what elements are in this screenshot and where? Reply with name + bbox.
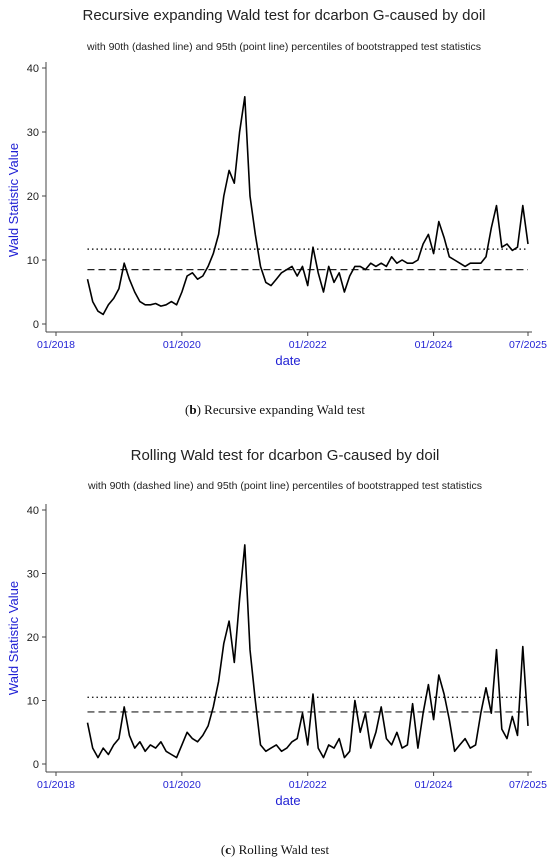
chart-recursive-wald: Recursive expanding Wald test for dcarbo…: [6, 7, 547, 368]
y-tick-label: 10: [27, 255, 39, 267]
caption-letter: b: [189, 402, 197, 417]
caption-letter: c: [225, 842, 232, 857]
y-tick-label: 0: [33, 759, 39, 771]
y-tick-label: 20: [27, 632, 39, 644]
y-tick-label: 40: [27, 505, 39, 517]
series-line-wald-statistic: [86, 544, 529, 759]
y-tick-label: 30: [27, 127, 39, 139]
x-tick-label: 01/2018: [37, 339, 75, 351]
x-tick-label: 07/2025: [509, 779, 547, 791]
y-tick-label: 30: [27, 569, 39, 581]
y-tick-label: 0: [33, 319, 39, 331]
x-axis-label: date: [275, 353, 300, 368]
caption-text: Recursive expanding Wald test: [204, 402, 365, 417]
x-tick-label: 01/2020: [163, 779, 201, 791]
y-tick-label: 40: [27, 63, 39, 75]
x-tick-label: 01/2018: [37, 779, 75, 791]
x-tick-label: 01/2024: [415, 779, 453, 791]
chart-subtitle: with 90th (dashed line) and 95th (point …: [86, 41, 481, 53]
series-line-wald-statistic: [86, 96, 529, 316]
figure-b-caption: (b) Recursive expanding Wald test: [185, 402, 365, 417]
caption-text: Rolling Wald test: [238, 842, 330, 857]
chart-title: Recursive expanding Wald test for dcarbo…: [83, 7, 486, 24]
chart-title: Rolling Wald test for dcarbon G-caused b…: [131, 447, 440, 464]
y-axis-label: Wald Statistic Value: [6, 581, 21, 695]
x-axis-label: date: [275, 793, 300, 808]
figure-c-caption: (c) Rolling Wald test: [220, 842, 330, 857]
x-tick-label: 01/2022: [289, 779, 327, 791]
x-tick-label: 01/2020: [163, 339, 201, 351]
x-tick-label: 01/2022: [289, 339, 327, 351]
x-tick-label: 01/2024: [415, 339, 453, 351]
y-axis-label: Wald Statistic Value: [6, 143, 21, 257]
chart-subtitle: with 90th (dashed line) and 95th (point …: [87, 480, 482, 492]
x-tick-label: 07/2025: [509, 339, 547, 351]
y-tick-label: 20: [27, 191, 39, 203]
chart-rolling-wald: Rolling Wald test for dcarbon G-caused b…: [6, 447, 547, 808]
y-tick-label: 10: [27, 696, 39, 708]
